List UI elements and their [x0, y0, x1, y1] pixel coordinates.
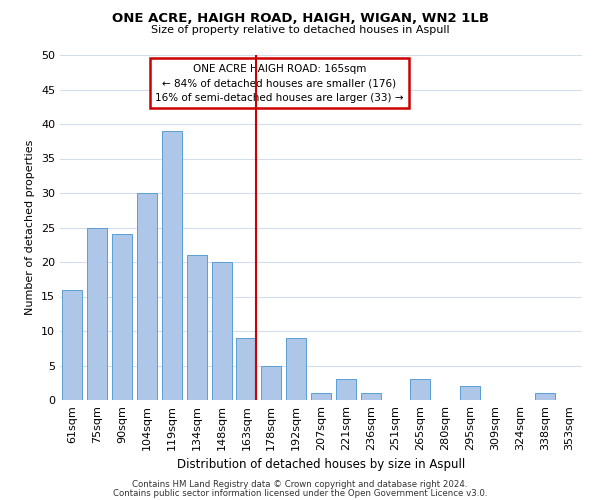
Text: Contains public sector information licensed under the Open Government Licence v3: Contains public sector information licen…: [113, 489, 487, 498]
Bar: [410, 380, 430, 400]
Bar: [187, 255, 206, 400]
Bar: [112, 234, 132, 400]
Text: Size of property relative to detached houses in Aspull: Size of property relative to detached ho…: [151, 25, 449, 35]
Text: ONE ACRE, HAIGH ROAD, HAIGH, WIGAN, WN2 1LB: ONE ACRE, HAIGH ROAD, HAIGH, WIGAN, WN2 …: [112, 12, 488, 26]
Bar: [212, 262, 232, 400]
Bar: [137, 193, 157, 400]
Bar: [236, 338, 256, 400]
Text: ONE ACRE HAIGH ROAD: 165sqm
← 84% of detached houses are smaller (176)
16% of se: ONE ACRE HAIGH ROAD: 165sqm ← 84% of det…: [155, 64, 403, 103]
Bar: [262, 366, 281, 400]
Bar: [162, 131, 182, 400]
Bar: [62, 290, 82, 400]
Bar: [311, 393, 331, 400]
Bar: [88, 228, 107, 400]
Bar: [535, 393, 554, 400]
Bar: [361, 393, 380, 400]
Y-axis label: Number of detached properties: Number of detached properties: [25, 140, 35, 315]
Bar: [336, 380, 356, 400]
Bar: [460, 386, 480, 400]
Text: Contains HM Land Registry data © Crown copyright and database right 2024.: Contains HM Land Registry data © Crown c…: [132, 480, 468, 489]
Bar: [286, 338, 306, 400]
X-axis label: Distribution of detached houses by size in Aspull: Distribution of detached houses by size …: [177, 458, 465, 471]
